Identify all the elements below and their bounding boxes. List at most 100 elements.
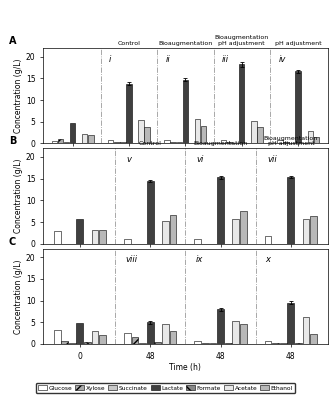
Y-axis label: Concentration (g/L): Concentration (g/L) <box>14 58 23 133</box>
Text: i: i <box>109 55 112 64</box>
Bar <box>64 142 69 144</box>
Bar <box>92 230 99 244</box>
Bar <box>76 218 83 244</box>
Bar <box>69 343 76 344</box>
Text: iii: iii <box>222 55 229 64</box>
X-axis label: Time (h): Time (h) <box>169 364 201 372</box>
Bar <box>169 331 176 344</box>
Bar <box>227 142 232 144</box>
Bar <box>138 120 144 144</box>
Text: viii: viii <box>125 255 137 264</box>
Text: vi: vi <box>197 155 204 164</box>
Bar <box>52 141 57 144</box>
Bar <box>88 135 94 144</box>
Bar <box>287 177 294 244</box>
Bar <box>195 119 200 144</box>
Bar <box>114 142 119 144</box>
Text: Bioaugmentation: Bioaugmentation <box>193 141 248 146</box>
Bar <box>84 342 91 344</box>
Text: Bioaugmentation: Bioaugmentation <box>158 41 213 46</box>
Bar <box>303 317 309 344</box>
Bar <box>295 343 302 344</box>
Bar <box>310 334 317 344</box>
Text: pH adjustment: pH adjustment <box>275 41 321 46</box>
Text: Bioaugmentation
pH adjustment: Bioaugmentation pH adjustment <box>214 35 269 46</box>
Bar <box>139 343 146 344</box>
Bar <box>183 80 188 144</box>
Bar <box>194 240 201 244</box>
Bar <box>54 330 61 344</box>
Bar <box>58 139 63 144</box>
Bar <box>76 323 83 344</box>
Y-axis label: Concentration (g/L): Concentration (g/L) <box>14 259 23 334</box>
Bar <box>92 331 99 344</box>
Bar <box>176 142 182 144</box>
Bar <box>132 338 138 344</box>
Bar <box>170 142 176 144</box>
Text: x: x <box>266 255 271 264</box>
X-axis label: Time (h): Time (h) <box>169 163 201 172</box>
Bar <box>126 84 132 144</box>
Text: ix: ix <box>195 255 203 264</box>
Bar <box>99 335 106 344</box>
Bar <box>265 341 271 344</box>
Bar <box>70 123 75 144</box>
Bar <box>307 131 313 144</box>
Bar <box>272 343 279 344</box>
Bar <box>232 218 239 244</box>
Text: Control: Control <box>139 141 162 146</box>
Bar <box>240 324 247 344</box>
Bar <box>124 333 131 344</box>
Bar <box>221 140 226 144</box>
Text: v: v <box>126 155 131 164</box>
Bar <box>310 216 317 244</box>
Bar <box>162 221 169 244</box>
Text: A: A <box>9 36 16 46</box>
Bar <box>217 177 224 244</box>
Bar <box>280 343 287 344</box>
Bar <box>99 230 106 244</box>
Bar <box>239 64 245 144</box>
Bar <box>277 140 283 144</box>
Bar <box>145 127 150 144</box>
Bar <box>162 324 169 344</box>
Text: C: C <box>9 237 16 247</box>
Bar <box>201 126 206 144</box>
Bar <box>82 134 87 144</box>
Bar <box>225 343 231 344</box>
Bar <box>314 136 319 144</box>
Bar <box>210 343 216 344</box>
Text: Control: Control <box>118 41 140 46</box>
Bar <box>202 343 209 344</box>
Bar <box>147 322 154 344</box>
Bar <box>54 231 61 244</box>
Bar <box>108 140 114 144</box>
Bar <box>147 181 154 244</box>
Bar <box>257 127 263 144</box>
Bar <box>232 322 239 344</box>
Bar <box>289 143 295 144</box>
Bar <box>154 342 161 344</box>
Legend: Glucose, Xylose, Succinate, Lactate, Formate, Acetate, Ethanol: Glucose, Xylose, Succinate, Lactate, For… <box>36 383 295 393</box>
Bar <box>120 142 126 144</box>
Text: Bioaugmentation
pH adjustment: Bioaugmentation pH adjustment <box>264 136 318 146</box>
Text: vii: vii <box>267 155 277 164</box>
Bar <box>295 72 301 144</box>
Bar <box>240 211 247 244</box>
Bar <box>165 140 170 144</box>
Bar <box>251 121 257 144</box>
Bar <box>283 142 289 144</box>
Text: ii: ii <box>166 55 170 64</box>
Bar <box>303 220 309 244</box>
Bar <box>61 341 68 344</box>
Y-axis label: Concentration (g/L): Concentration (g/L) <box>14 159 23 233</box>
Text: B: B <box>9 136 16 146</box>
Text: iv: iv <box>278 55 286 64</box>
Bar <box>217 309 224 344</box>
Bar <box>233 143 238 144</box>
Bar <box>265 236 271 244</box>
Bar <box>194 340 201 344</box>
Bar <box>124 240 131 244</box>
Bar <box>287 303 294 344</box>
Bar <box>169 215 176 244</box>
